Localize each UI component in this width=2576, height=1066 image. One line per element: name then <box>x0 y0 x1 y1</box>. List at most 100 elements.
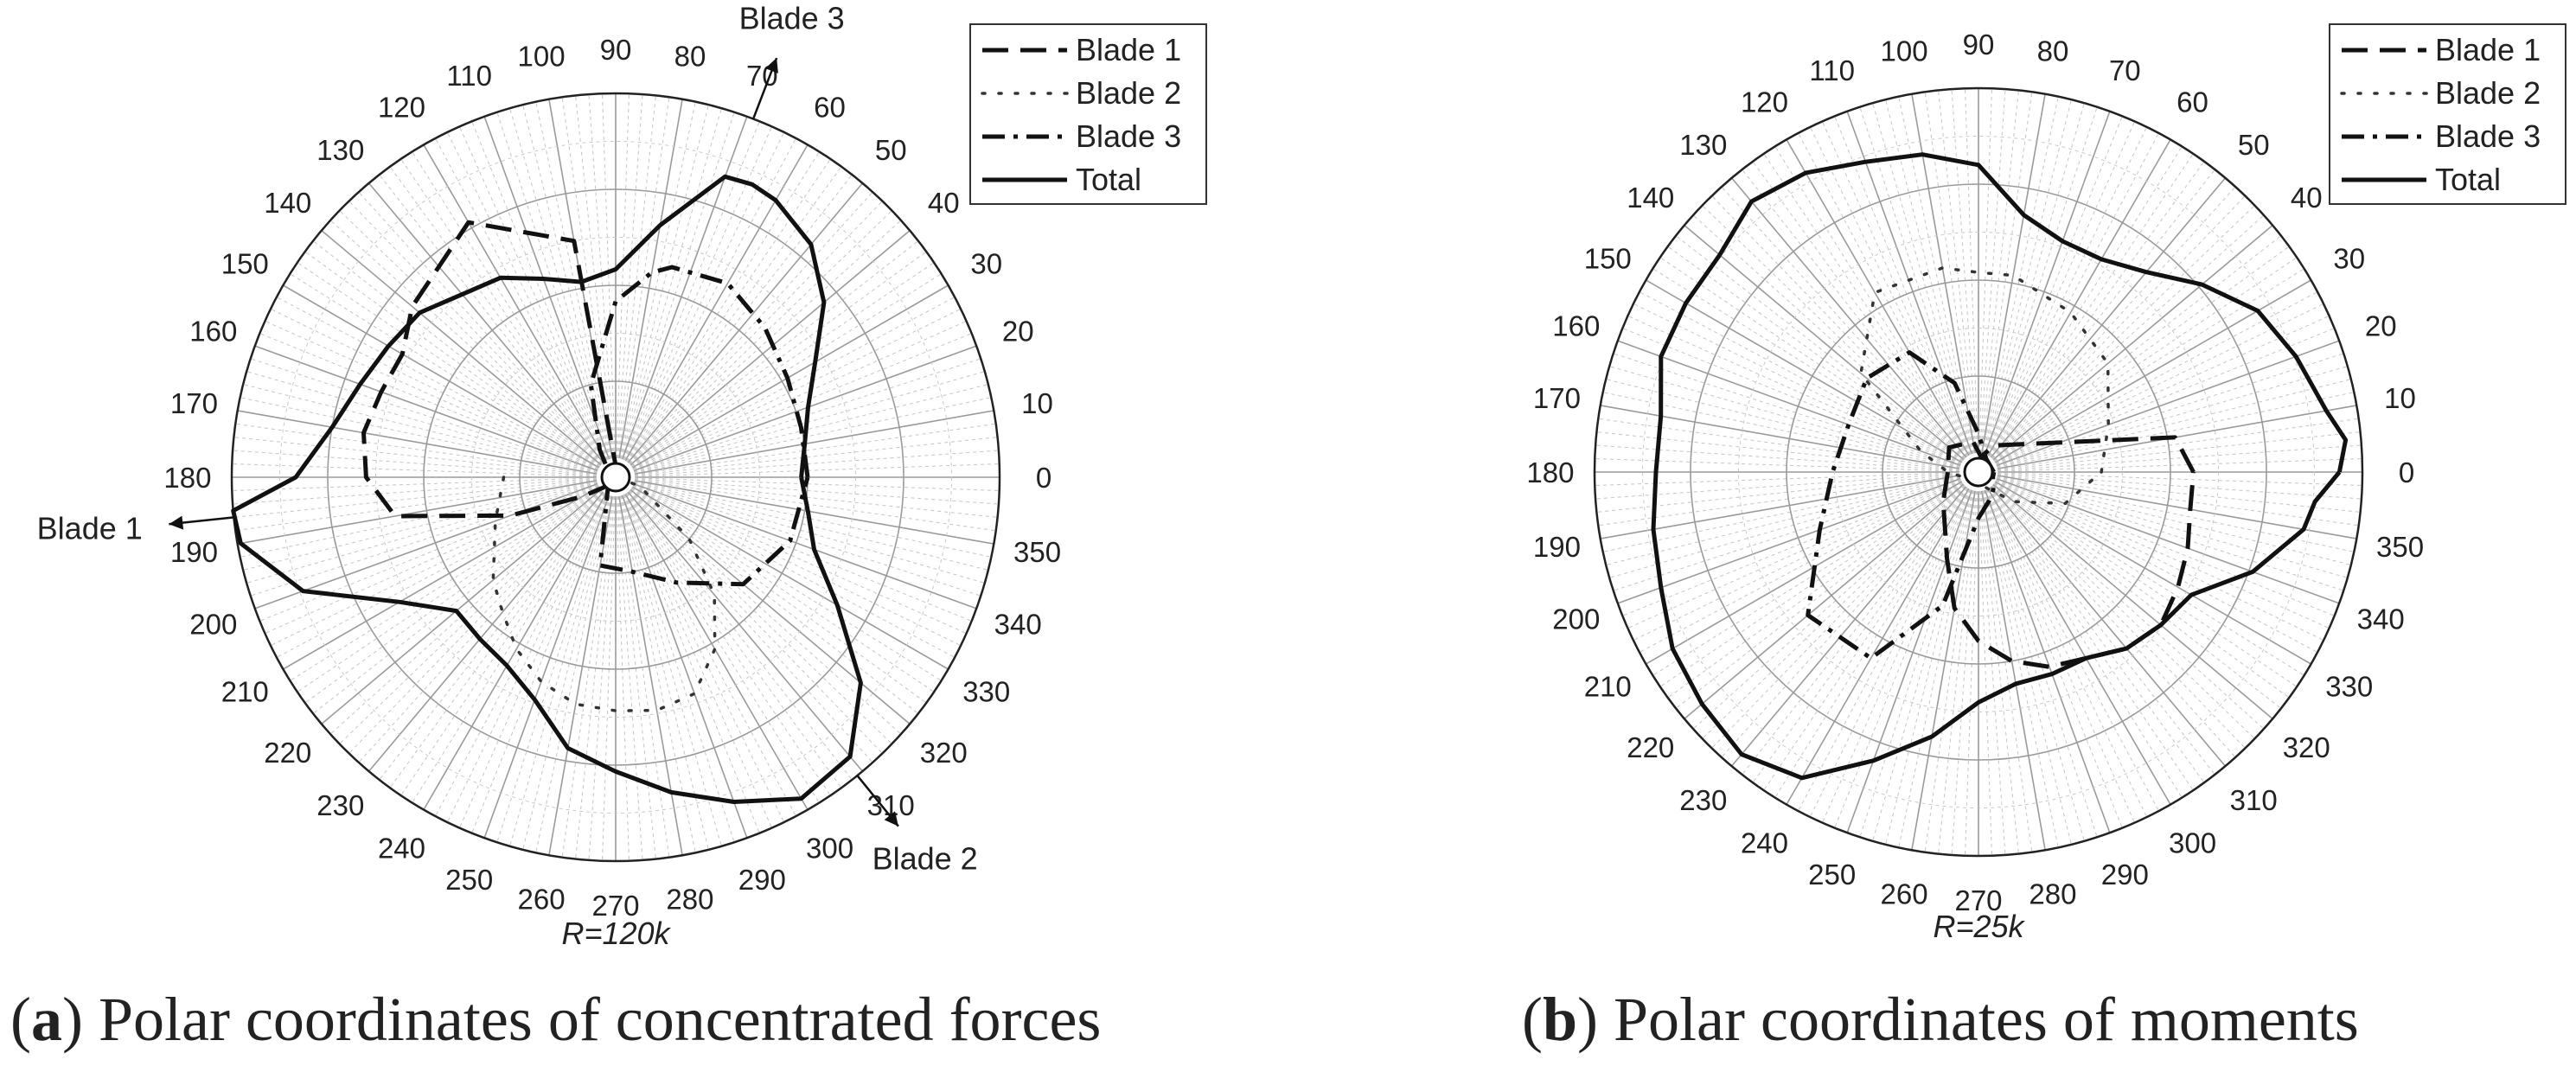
angle-tick-label: 120 <box>378 91 425 123</box>
grid-spoke-minor <box>458 495 609 828</box>
grid-spoke-major <box>621 116 748 460</box>
grid-spoke-minor <box>348 201 603 464</box>
grid-spoke-minor <box>339 490 603 744</box>
grid-spoke-minor <box>246 482 598 584</box>
angle-tick-label: 50 <box>2238 129 2270 161</box>
grid-spoke-minor <box>1997 366 2348 468</box>
annotation-label: Blade 2 <box>873 841 978 877</box>
grid-spoke-minor <box>1627 479 1961 629</box>
angle-tick-label: 110 <box>1809 54 1855 86</box>
angle-tick-label: 40 <box>928 187 960 219</box>
grid-spoke-minor <box>1982 490 2072 845</box>
grid-spoke-minor <box>635 478 998 518</box>
grid-spoke-minor <box>1675 235 1964 461</box>
grid-spoke-major <box>1846 489 1973 833</box>
polar-outer-circle <box>230 92 1001 863</box>
grid-spoke-minor <box>635 437 998 476</box>
angle-tick-label: 300 <box>2169 827 2216 859</box>
legend-label-blade-3: Blade 3 <box>2435 118 2541 154</box>
grid-spoke-minor <box>625 158 831 462</box>
grid-spoke-minor <box>1602 392 1960 469</box>
grid-spoke-minor <box>270 485 599 647</box>
angle-tick-label: 220 <box>1627 731 1674 763</box>
grid-spoke-minor <box>1711 195 1966 459</box>
grid-spoke-minor <box>509 108 611 459</box>
legend-label-blade-1: Blade 1 <box>2435 32 2541 67</box>
angle-tick-label: 110 <box>446 60 492 92</box>
grid-spoke-minor <box>509 495 611 846</box>
grid-spoke-minor <box>1986 132 2159 456</box>
grid-spoke-minor <box>290 273 600 468</box>
grid-spoke-minor <box>628 191 873 463</box>
grid-spoke-major <box>631 284 949 469</box>
polar-outer-circle <box>1593 86 2364 858</box>
grid-spoke-minor <box>1997 392 2355 469</box>
grid-spoke-minor <box>1938 90 1978 453</box>
grid-spoke-minor <box>1979 491 2019 854</box>
grid-spoke-minor <box>1595 472 1959 486</box>
grid-spoke-minor <box>1613 477 1961 591</box>
grid-spoke-minor <box>633 482 981 597</box>
grid-spoke-minor <box>276 485 599 658</box>
series-total <box>1651 152 2349 781</box>
grid-spoke-minor <box>634 371 985 473</box>
annotation-arrow-head <box>169 515 184 530</box>
angle-tick-label: 260 <box>1881 878 1928 910</box>
grid-spoke-minor <box>250 358 598 472</box>
polar-center <box>600 462 631 493</box>
angle-tick-label: 330 <box>2325 671 2373 703</box>
grid-spoke-minor <box>1998 473 2361 513</box>
grid-spoke-minor <box>1595 444 1959 471</box>
grid-spoke-minor <box>1978 88 1992 453</box>
grid-spoke-minor <box>620 495 722 846</box>
grid-spoke-minor <box>243 384 598 474</box>
grid-spoke-minor <box>233 437 597 476</box>
grid-spoke-minor <box>1985 121 2136 455</box>
grid-spoke-minor <box>617 94 643 458</box>
grid-spoke-major <box>1684 483 1965 720</box>
grid-spoke-minor <box>621 495 735 843</box>
angle-tick-label: 140 <box>264 187 311 219</box>
legend-label-blade-2: Blade 2 <box>2435 75 2541 111</box>
angle-tick-label: 90 <box>600 34 632 66</box>
grid-spoke-minor <box>623 137 796 461</box>
grid-spoke-minor <box>471 495 610 833</box>
angle-tick-label: 170 <box>1533 382 1581 414</box>
grid-spoke-minor <box>617 97 670 459</box>
grid-spoke-minor <box>1595 458 1959 472</box>
grid-spoke-minor <box>471 121 610 460</box>
grid-spoke-minor <box>1985 489 2136 823</box>
angle-tick-label: 190 <box>170 536 218 568</box>
grid-spoke-minor <box>400 493 606 796</box>
angle-tick-label: 40 <box>2291 182 2323 214</box>
grid-spoke-major <box>1992 224 2273 461</box>
grid-spoke-major <box>283 486 600 670</box>
grid-spoke-minor <box>389 492 605 788</box>
grid-spoke-minor <box>623 494 796 817</box>
grid-spoke-minor <box>1598 418 1960 470</box>
grid-spoke-minor <box>1622 478 1961 616</box>
grid-spoke-minor <box>617 95 656 458</box>
grid-spoke-minor <box>635 450 999 476</box>
grid-spoke-minor <box>1986 488 2148 818</box>
angle-tick-label: 270 <box>591 890 639 922</box>
grid-spoke-minor <box>1859 489 1973 838</box>
grid-spoke-minor <box>1994 482 2298 687</box>
grid-spoke-minor <box>1809 126 1971 456</box>
series-blade-3 <box>588 265 810 587</box>
caption-a-letter: a <box>31 985 62 1054</box>
angle-tick-label: 330 <box>962 676 1010 708</box>
grid-spoke-major <box>1990 177 2227 458</box>
grid-spoke-minor <box>246 371 598 473</box>
grid-spoke-minor <box>235 479 598 532</box>
grid-spoke-minor <box>496 112 610 460</box>
caption-b-text: (b) Polar coordinates of moments <box>1522 985 2359 1054</box>
grid-spoke-major <box>1987 139 2171 456</box>
grid-spoke-minor <box>1997 476 2348 578</box>
grid-spoke-minor <box>358 191 604 463</box>
grid-spoke-major <box>1617 477 1961 604</box>
angle-tick-label: 160 <box>1552 310 1600 342</box>
grid-spoke-minor <box>446 494 608 823</box>
legend-box <box>2329 23 2566 205</box>
angle-tick-label: 280 <box>2029 878 2076 910</box>
